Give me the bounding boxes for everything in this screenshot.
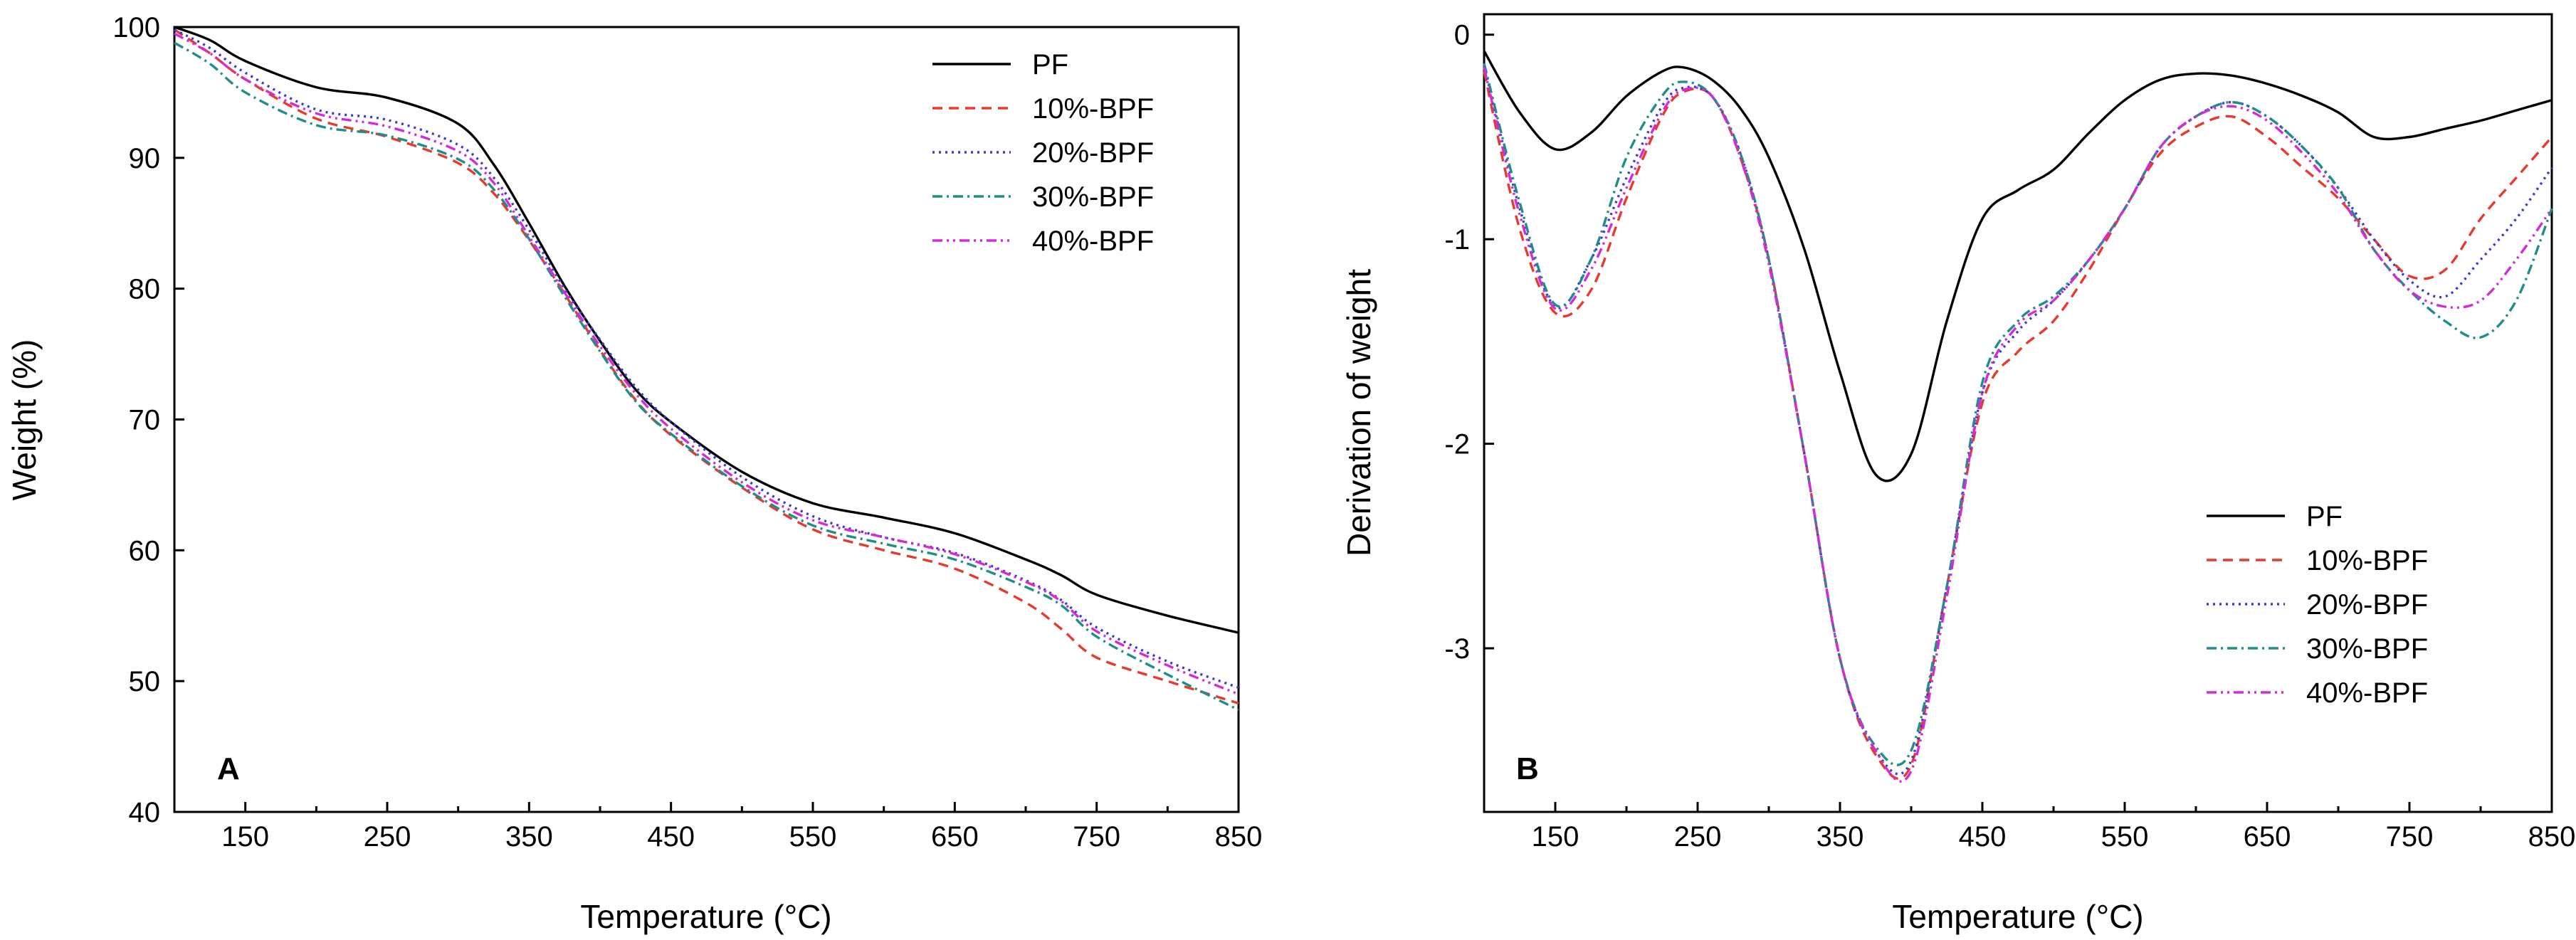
series-line-20-bpf	[1483, 65, 2553, 776]
x-tick-label: 150	[221, 821, 269, 852]
series-line-20-bpf	[174, 28, 1239, 689]
y-tick-label: 90	[129, 143, 161, 174]
legend-label: 40%-BPF	[2306, 677, 2428, 709]
panel-b-plot-frame	[1483, 13, 2553, 813]
series-line-pf	[174, 26, 1239, 634]
x-tick-label: 850	[1215, 821, 1263, 852]
x-tick-label: 450	[1959, 821, 2007, 852]
x-tick-label: 850	[2528, 821, 2576, 852]
legend-label: 20%-BPF	[1032, 137, 1154, 169]
series-line-30-bpf	[1483, 63, 2553, 766]
x-tick-label: 550	[789, 821, 837, 852]
series-line-pf	[1483, 50, 2553, 482]
x-tick-label: 350	[1817, 821, 1864, 852]
series-line-40-bpf	[1483, 67, 2553, 783]
panel-a-series	[174, 26, 1239, 712]
panel-a-y-axis-label: Weight (%)	[6, 339, 43, 501]
series-line-10-bpf	[174, 28, 1239, 705]
legend-label: 20%-BPF	[2306, 589, 2428, 620]
x-tick-label: 250	[364, 821, 411, 852]
legend-label: 30%-BPF	[1032, 181, 1154, 213]
y-tick-label: -2	[1444, 429, 1470, 460]
panel-b-y-axis-label: Derivation of weight	[1340, 269, 1377, 556]
series-line-30-bpf	[174, 41, 1239, 712]
panel-a-tga-chart: 150 250 350 450 550 650 750 850405060708090100 …	[6, 12, 1262, 935]
x-tick-label: 450	[647, 821, 695, 852]
x-tick-label: 650	[931, 821, 979, 852]
y-tick-label: 70	[129, 405, 161, 436]
x-tick-label: 250	[1674, 821, 1722, 852]
panel-b-series	[1483, 50, 2553, 783]
series-line-10-bpf	[1483, 71, 2553, 780]
x-tick-label: 550	[2101, 821, 2149, 852]
legend-label: 10%-BPF	[1032, 93, 1154, 125]
y-tick-label: 40	[129, 797, 161, 828]
legend-label: PF	[1032, 49, 1068, 80]
panel-a-x-axis-label: Temperature (°C)	[580, 898, 831, 935]
y-tick-label: 100	[112, 12, 160, 43]
x-tick-label: 150	[1532, 821, 1579, 852]
legend-label: 10%-BPF	[2306, 545, 2428, 576]
panel-b-legend: PF 10%-BPF 20%-BPF 30%-BPF 40%-BPF	[2207, 501, 2428, 709]
y-tick-label: 0	[1454, 20, 1470, 51]
legend-label: 30%-BPF	[2306, 633, 2428, 665]
legend-label: PF	[2306, 501, 2343, 532]
y-tick-label: 60	[129, 535, 161, 566]
y-tick-label: -1	[1444, 224, 1470, 255]
panel-b-dtg-chart: 150 250 350 450 550 650 750 850 -3 -2 -1 0 PF 10%-BP…	[1340, 13, 2575, 935]
y-tick-label: 50	[129, 666, 161, 697]
panel-b-x-axis-label: Temperature (°C)	[1892, 898, 2143, 935]
x-tick-label: 350	[505, 821, 553, 852]
x-tick-label: 750	[1073, 821, 1120, 852]
y-tick-label: -3	[1444, 633, 1470, 665]
panel-b-letter: B	[1516, 751, 1539, 786]
series-line-40-bpf	[174, 32, 1239, 696]
legend-label: 40%-BPF	[1032, 226, 1154, 257]
y-tick-label: 80	[129, 274, 161, 305]
panel-a-legend: PF 10%-BPF 20%-BPF 30%-BPF 40%-BPF	[932, 49, 1154, 257]
x-tick-label: 750	[2386, 821, 2434, 852]
panel-b-ticks: 150 250 350 450 550 650 750 850 -3 -2 -1 0	[1444, 20, 2575, 852]
x-tick-label: 650	[2244, 821, 2291, 852]
panel-a-letter: A	[217, 751, 240, 786]
panel-a-ticks: 150 250 350 450 550 650 750 850 40 50 60 70 80 90 100	[112, 12, 1262, 852]
